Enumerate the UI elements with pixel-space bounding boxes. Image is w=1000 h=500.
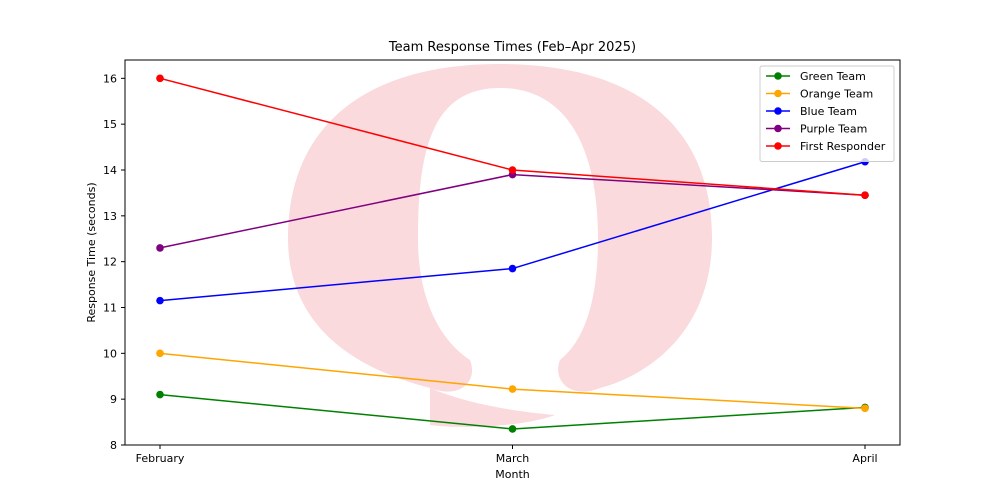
series-green-team — [156, 390, 869, 433]
y-tick-label: 12 — [103, 256, 117, 269]
logo-watermark — [288, 64, 712, 427]
y-tick-label: 16 — [103, 72, 117, 85]
watermark-shape — [288, 64, 712, 392]
y-tick-label: 14 — [103, 164, 117, 177]
x-axis-title: Month — [495, 468, 530, 481]
legend-item: Green Team — [766, 70, 866, 83]
data-point — [156, 74, 164, 83]
series-orange-team — [156, 349, 869, 413]
legend-label: Green Team — [800, 70, 866, 83]
legend-swatch-marker — [774, 124, 782, 133]
x-tick-label: February — [136, 452, 185, 465]
legend-swatch-marker — [774, 142, 782, 150]
y-tick-label: 15 — [103, 118, 117, 131]
data-point — [861, 191, 869, 200]
data-point — [508, 425, 517, 433]
y-axis: 8 9 10 11 12 13 14 15 16 — [103, 72, 125, 452]
legend-label: Purple Team — [800, 123, 867, 136]
legend: Green Team Orange Team Blue Team Purple Tea… — [759, 65, 895, 162]
watermark-tail — [430, 388, 555, 427]
legend-label: Orange Team — [800, 88, 873, 101]
legend-item: Purple Team — [766, 123, 867, 136]
data-point — [156, 244, 164, 252]
chart-title: Team Response Times (Feb–Apr 2025) — [388, 40, 636, 55]
data-point — [508, 166, 517, 174]
x-tick-label: March — [496, 452, 530, 465]
legend-label: First Responder — [800, 140, 886, 153]
y-tick-label: 9 — [110, 393, 117, 406]
legend-item: First Responder — [766, 140, 886, 153]
x-axis: February March April — [136, 445, 878, 465]
legend-swatch-marker — [774, 72, 782, 80]
data-point — [508, 385, 517, 393]
y-tick-label: 11 — [103, 302, 117, 315]
legend-swatch-marker — [774, 89, 782, 98]
data-point — [156, 349, 164, 358]
data-point — [508, 264, 517, 273]
y-tick-label: 13 — [103, 210, 117, 223]
y-axis-title: Response Time (seconds) — [85, 182, 98, 322]
data-point — [156, 390, 164, 399]
watermark-core — [418, 88, 642, 388]
data-point — [861, 404, 869, 413]
legend-label: Blue Team — [800, 105, 857, 118]
data-point — [156, 296, 164, 305]
y-tick-label: 8 — [110, 439, 117, 452]
series-blue-team — [156, 157, 869, 305]
legend-item: Orange Team — [766, 88, 873, 101]
legend-box — [759, 65, 895, 162]
legend-swatch-marker — [774, 107, 782, 115]
series-layer — [156, 74, 869, 433]
legend-item: Blue Team — [766, 105, 857, 118]
x-tick-label: April — [852, 452, 877, 465]
series-first-responder — [156, 74, 869, 200]
y-tick-label: 10 — [103, 347, 117, 360]
